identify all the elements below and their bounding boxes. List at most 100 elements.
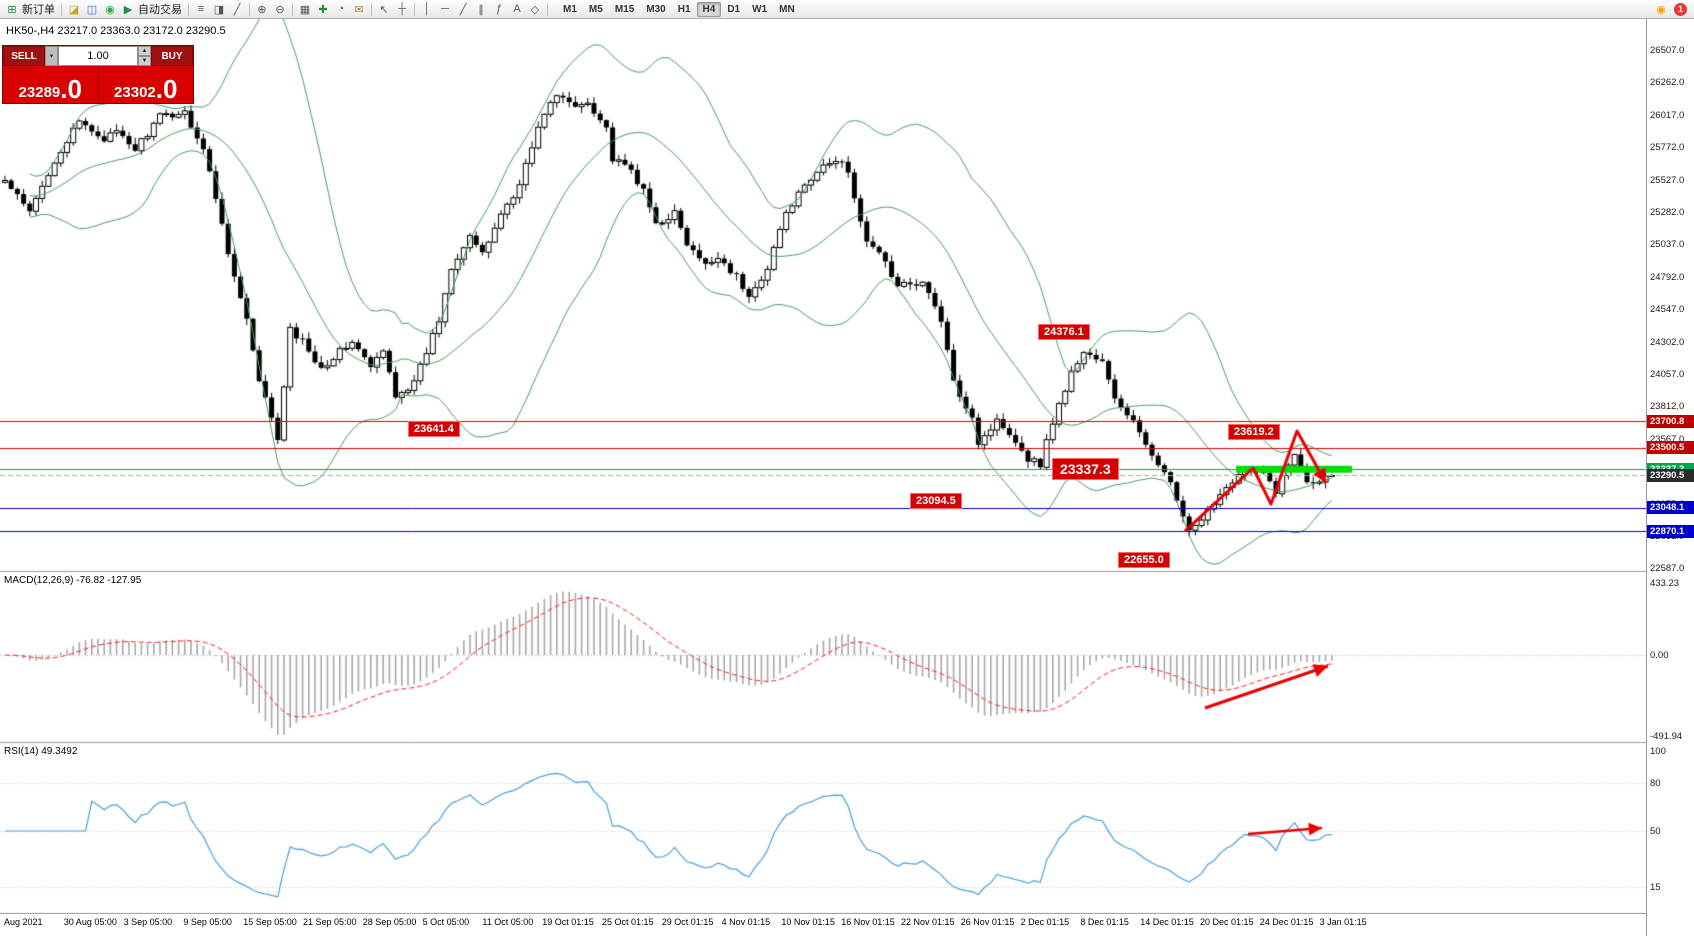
time-label: 26 Nov 01:15	[960, 917, 1015, 927]
toolbar-separator	[414, 2, 415, 16]
time-label: 14 Dec 01:15	[1140, 917, 1194, 927]
timeframe-m30[interactable]: M30	[640, 2, 671, 17]
axis-tick: 25527.0	[1650, 174, 1685, 186]
time-axis[interactable]: Aug 2021 30 Aug 05:00 3 Sep 05:00 9 Sep 05:…	[0, 914, 1646, 940]
axis-tick: 26262.0	[1650, 77, 1685, 89]
axis-tick: 26507.0	[1650, 45, 1685, 56]
arrow-objects-button[interactable]: ◇	[530, 3, 540, 16]
alerts-icon[interactable]: ◉	[1656, 3, 1666, 16]
toolbar: ⊞ 新订单 ◪ ◫ ◉ ▶ 自动交易 ≡ ◨ ╱ ⊕ ⊖ ▦ ✚ ◔ ✉ ↖ ┼ │ ─ ╱ ∥ ƒ A ◇ M1 M5 M15 M3…	[0, 0, 1694, 19]
price-level-label[interactable]: 23619.2	[1228, 423, 1280, 440]
sell-price[interactable]: 23289 .0	[3, 66, 99, 103]
time-label: Aug 2021	[4, 917, 43, 927]
price-level-label[interactable]: 22655.0	[1118, 551, 1170, 568]
price-axis[interactable]: 26507.0 26262.0 26017.0 25772.0 25527.0 25282…	[1646, 19, 1694, 936]
horizontal-line-button[interactable]: ─	[441, 3, 449, 15]
macd-label: MACD(12,26,9) -76.82 -127.95	[4, 575, 142, 586]
chart-ohlc-title: HK50-,H4 23217.0 23363.0 23172.0 23290.5	[6, 25, 226, 37]
indicators-button[interactable]: ✚	[318, 3, 328, 16]
axis-tick: 25772.0	[1650, 142, 1685, 154]
timeframe-mn[interactable]: MN	[773, 2, 801, 17]
news-badge[interactable]: 1	[1674, 2, 1687, 16]
time-label: 8 Dec 01:15	[1080, 917, 1129, 927]
auto-trading-button[interactable]: ▶	[123, 3, 133, 16]
buy-button[interactable]: BUY	[151, 46, 193, 66]
time-label: 29 Oct 01:15	[661, 917, 714, 927]
time-label: 21 Sep 05:00	[303, 917, 357, 927]
volume-stepper: ▲ ▼	[138, 46, 151, 66]
axis-tick: 26017.0	[1650, 109, 1685, 121]
channel-button[interactable]: ∥	[478, 3, 484, 16]
fibonacci-button[interactable]: ƒ	[495, 3, 503, 15]
data-window-icon[interactable]: ◉	[105, 3, 115, 16]
volume-input[interactable]	[58, 46, 138, 66]
toolbar-separator	[61, 2, 62, 16]
axis-tick: 24792.0	[1650, 271, 1685, 283]
price-tag: 23500.5	[1647, 441, 1694, 455]
line-chart-button[interactable]: ╱	[233, 3, 241, 16]
axis-tick: 24057.0	[1650, 369, 1685, 380]
buy-price-main: 23302	[114, 84, 156, 101]
cursor-button[interactable]: ↖	[379, 3, 389, 16]
time-label: 4 Nov 01:15	[721, 917, 771, 927]
time-label: 20 Dec 01:15	[1200, 917, 1254, 927]
volume-increase-button[interactable]: ▲	[138, 46, 151, 56]
time-label: 3 Sep 05:00	[123, 917, 173, 927]
timeframe-m5[interactable]: M5	[583, 2, 609, 17]
vertical-line-button[interactable]: │	[423, 3, 431, 15]
zoom-in-button[interactable]: ⊕	[257, 3, 267, 16]
trendline-button[interactable]: ╱	[459, 3, 467, 16]
templates-button[interactable]: ✉	[354, 3, 364, 16]
volume-decrease-button[interactable]: ▼	[138, 56, 151, 66]
price-level-label[interactable]: 23337.3	[1052, 458, 1119, 481]
zoom-out-button[interactable]: ⊖	[275, 3, 285, 16]
periods-button[interactable]: ◔	[337, 3, 345, 15]
timeframe-w1[interactable]: W1	[746, 2, 773, 17]
time-label: 15 Sep 05:00	[243, 917, 297, 927]
profile-icon[interactable]: ◪	[68, 3, 80, 16]
timeframe-m15[interactable]: M15	[609, 2, 640, 17]
time-label: 25 Oct 01:15	[602, 917, 654, 927]
axis-tick: 24302.0	[1650, 336, 1685, 348]
price-level-label[interactable]: 23094.5	[910, 493, 962, 510]
buy-price-frac: .0	[155, 74, 178, 105]
toolbar-separator	[547, 2, 548, 16]
chart-area[interactable]	[0, 19, 1646, 936]
sell-price-main: 23289	[18, 84, 61, 101]
candlestick-chart-button[interactable]: ◨	[213, 3, 225, 16]
timeframe-m1[interactable]: M1	[557, 2, 583, 17]
price-tag: 23048.1	[1647, 501, 1694, 515]
price-level-label[interactable]: 23641.4	[408, 421, 460, 438]
axis-tick: -491.94	[1650, 731, 1683, 742]
time-label: 16 Nov 01:15	[841, 917, 895, 927]
time-label: 11 Oct 05:00	[482, 917, 534, 927]
trade-controls-row: SELL ▾ ▲ ▼ BUY	[3, 46, 193, 66]
timeframe-h4[interactable]: H4	[696, 1, 722, 17]
tile-windows-button[interactable]: ▦	[299, 3, 311, 16]
toolbar-buttons: ⊞ 新订单 ◪ ◫ ◉ ▶ 自动交易 ≡ ◨ ╱ ⊕ ⊖ ▦ ✚ ◔ ✉ ↖ ┼ │ ─ ╱ ∥ ƒ A ◇	[3, 1, 551, 18]
axis-tick: 25037.0	[1650, 239, 1685, 251]
axis-tick: 100	[1650, 746, 1666, 757]
new-order-button[interactable]: ⊞	[7, 3, 17, 16]
toolbar-separator	[249, 2, 250, 16]
price-tag: 22870.1	[1647, 524, 1694, 538]
market-watch-icon[interactable]: ◫	[86, 3, 98, 16]
bar-chart-button[interactable]: ≡	[197, 3, 205, 15]
time-label: 24 Dec 01:15	[1259, 917, 1314, 927]
axis-tick: 433.23	[1650, 578, 1680, 589]
axis-tick: 23812.0	[1650, 401, 1685, 413]
volume-dropdown-icon[interactable]: ▾	[45, 46, 58, 66]
timeframe-h1[interactable]: H1	[672, 2, 697, 17]
time-label: 28 Sep 05:00	[362, 917, 417, 927]
price-level-label[interactable]: 24376.1	[1038, 323, 1090, 340]
text-button[interactable]: A	[513, 3, 521, 15]
timeframe-d1[interactable]: D1	[721, 2, 746, 17]
toolbar-separator	[371, 2, 372, 16]
time-label: 22 Nov 01:15	[901, 917, 955, 927]
timeframe-buttons: M1 M5 M15 M30 H1 H4 D1 W1 MN	[557, 1, 801, 17]
buy-price[interactable]: 23302 .0	[99, 66, 194, 103]
axis-tick: 15	[1650, 882, 1661, 893]
sell-button[interactable]: SELL	[3, 46, 45, 66]
time-label: 19 Oct 01:15	[542, 917, 594, 927]
crosshair-button[interactable]: ┼	[398, 3, 406, 15]
